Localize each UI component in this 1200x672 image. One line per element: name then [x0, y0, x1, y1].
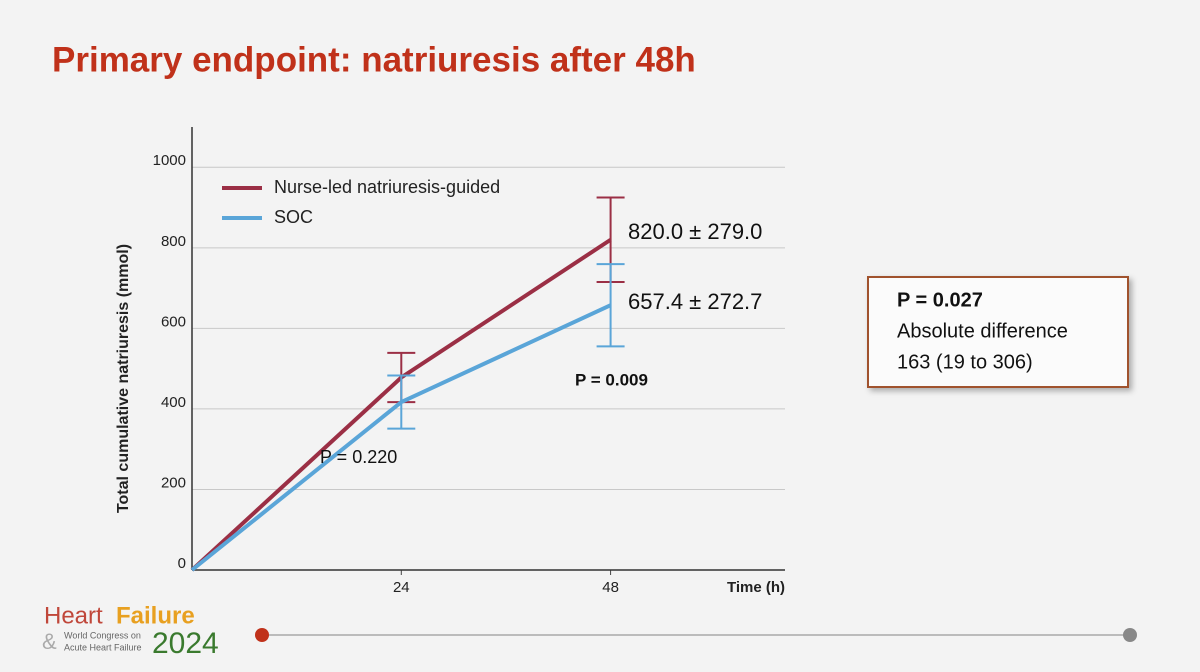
y-tick-label: 400 [161, 394, 186, 411]
x-axis-label: Time (h) [727, 579, 785, 596]
result-box [867, 276, 1129, 388]
logo-congress: Acute Heart Failure [64, 642, 142, 652]
logo-year: 2024 [152, 627, 219, 660]
error-bar [596, 263, 625, 348]
y-tick-label: 200 [161, 474, 186, 491]
x-tick-label: 24 [393, 579, 410, 596]
logo-failure: Failure [116, 602, 195, 629]
logo-heart: Heart [44, 602, 103, 629]
annotation: 820.0 ± 279.0 [628, 219, 762, 244]
annotation: P = 0.009 [575, 370, 648, 389]
error-bar [387, 374, 416, 430]
y-axis-label: Total cumulative natriuresis (mmol) [115, 244, 132, 513]
slide-title: Primary endpoint: natriuresis after 48h [52, 40, 696, 79]
legend-label: Nurse-led natriuresis-guided [274, 177, 500, 197]
x-tick-label: 48 [602, 579, 619, 596]
y-tick-label: 800 [161, 233, 186, 250]
annotation: P = 0.220 [320, 447, 397, 467]
box-line: 163 (19 to 306) [897, 351, 1033, 373]
y-tick-label: 1000 [153, 152, 186, 169]
logo-congress: World Congress on [64, 630, 141, 640]
box-line: Absolute difference [897, 320, 1068, 342]
box-line: P = 0.027 [897, 289, 983, 311]
legend-label: SOC [274, 207, 313, 227]
logo-amp: & [42, 629, 57, 654]
annotation: 657.4 ± 272.7 [628, 289, 762, 314]
footer-dot [1123, 628, 1137, 642]
y-tick-label: 600 [161, 313, 186, 330]
footer-dot [255, 628, 269, 642]
y-tick-label: 0 [178, 555, 186, 572]
